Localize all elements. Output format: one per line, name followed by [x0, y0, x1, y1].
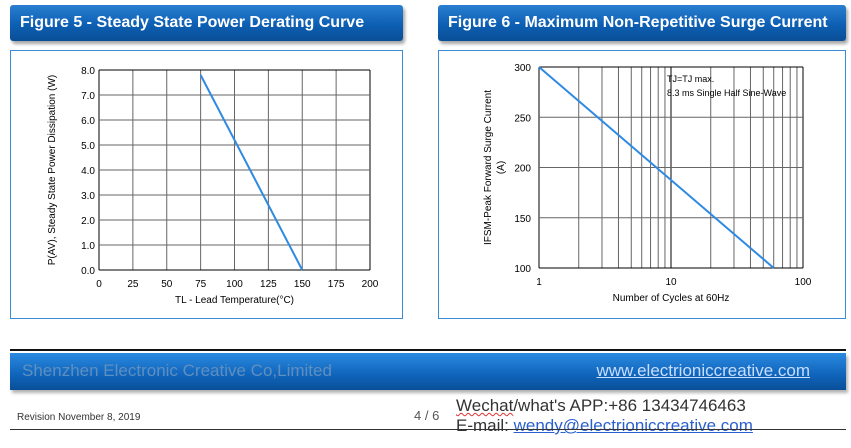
- fig6-ytick-label: 150: [514, 214, 531, 225]
- fig5-xtick-label: 150: [294, 279, 311, 290]
- fig6-xlabel: Number of Cycles at 60Hz: [613, 293, 730, 304]
- fig5-ytick-label: 0.0: [81, 266, 95, 277]
- fig5-series-line: [199, 74, 304, 271]
- fig6-xtick-label: 100: [795, 277, 812, 288]
- company-name: Shenzhen Electronic Creative Co,Limited: [22, 361, 332, 380]
- figure6-panel: 100 150 200 250 300 1 10 100 IFSM-Peak Forward …: [438, 50, 846, 319]
- bottom-divider: [10, 429, 846, 430]
- fig6-xtick-label: 10: [665, 277, 677, 288]
- fig5-ytick-label: 4.0: [81, 166, 95, 177]
- email-link[interactable]: wendy@electrioniccreative.com: [513, 416, 753, 435]
- fig5-xtick-label: 175: [328, 279, 345, 290]
- fig5-ytick-label: 5.0: [81, 141, 95, 152]
- fig5-xtick-label: 125: [260, 279, 277, 290]
- fig5-xtick-label: 25: [127, 279, 139, 290]
- fig5-xtick-label: 50: [161, 279, 173, 290]
- footer-bar: Shenzhen Electronic Creative Co,Limited …: [10, 353, 846, 390]
- email-contact: E-mail: wendy@electrioniccreative.com: [456, 416, 753, 436]
- fig5-ytick-label: 8.0: [81, 66, 95, 77]
- wechat-label: Wechat: [456, 396, 514, 415]
- fig6-ytick-label: 100: [514, 264, 531, 275]
- fig5-ytick-label: 1.0: [81, 241, 95, 252]
- figure6-title: Figure 6 - Maximum Non-Repetitive Surge …: [438, 5, 846, 41]
- figure6-chart: 100 150 200 250 300 1 10 100 IFSM-Peak Forward …: [483, 63, 812, 304]
- fig5-ytick-label: 6.0: [81, 116, 95, 127]
- fig6-note-tj: TJ=TJ max.: [667, 74, 714, 84]
- fig6-ytick-label: 300: [514, 63, 531, 74]
- figure5-title: Figure 5 - Steady State Power Derating C…: [10, 5, 403, 41]
- fig5-xtick-label: 75: [195, 279, 207, 290]
- fig5-ytick-label: 7.0: [81, 91, 95, 102]
- fig6-ytick-label: 200: [514, 164, 531, 175]
- figure5-chart: 0 25 50 75 100 125 150 175 200 0.0 1.0 2.0 3.0 4.0 5.0…: [47, 66, 379, 306]
- footer-divider: [10, 349, 846, 351]
- fig5-ylabel: P(AV), Steady State Power Dissipation (W…: [47, 75, 58, 265]
- fig5-xtick-label: 200: [362, 279, 379, 290]
- page-number: 4 / 6: [414, 408, 440, 423]
- figure5-panel: 0 25 50 75 100 125 150 175 200 0.0 1.0 2.0 3.0 4.0 5.0…: [10, 50, 403, 319]
- fig6-ylabel: IFSM-Peak Forward Surge Current: [483, 90, 494, 245]
- fig6-xtick-label: 1: [536, 277, 542, 288]
- fig5-xlabel: TL - Lead Temperature(°C): [175, 295, 294, 306]
- wechat-number: /what's APP:+86 13434746463: [513, 396, 746, 415]
- fig6-ylabel-unit: (A): [496, 161, 507, 174]
- fig5-ytick-label: 3.0: [81, 191, 95, 202]
- fig6-ytick-label: 250: [514, 113, 531, 124]
- email-label: E-mail:: [456, 416, 514, 435]
- fig5-xtick-label: 0: [96, 279, 102, 290]
- fig6-note-waveform: 8.3 ms Single Half Sine-Wave: [667, 88, 786, 98]
- revision-date: Revision November 8, 2019: [17, 412, 141, 423]
- fig6-series-line: [538, 66, 775, 269]
- fig5-ytick-label: 2.0: [81, 216, 95, 227]
- fig5-xtick-label: 100: [226, 279, 243, 290]
- wechat-contact: Wechat/what's APP:+86 13434746463: [456, 396, 746, 416]
- website-link[interactable]: www.electrioniccreative.com: [596, 361, 810, 380]
